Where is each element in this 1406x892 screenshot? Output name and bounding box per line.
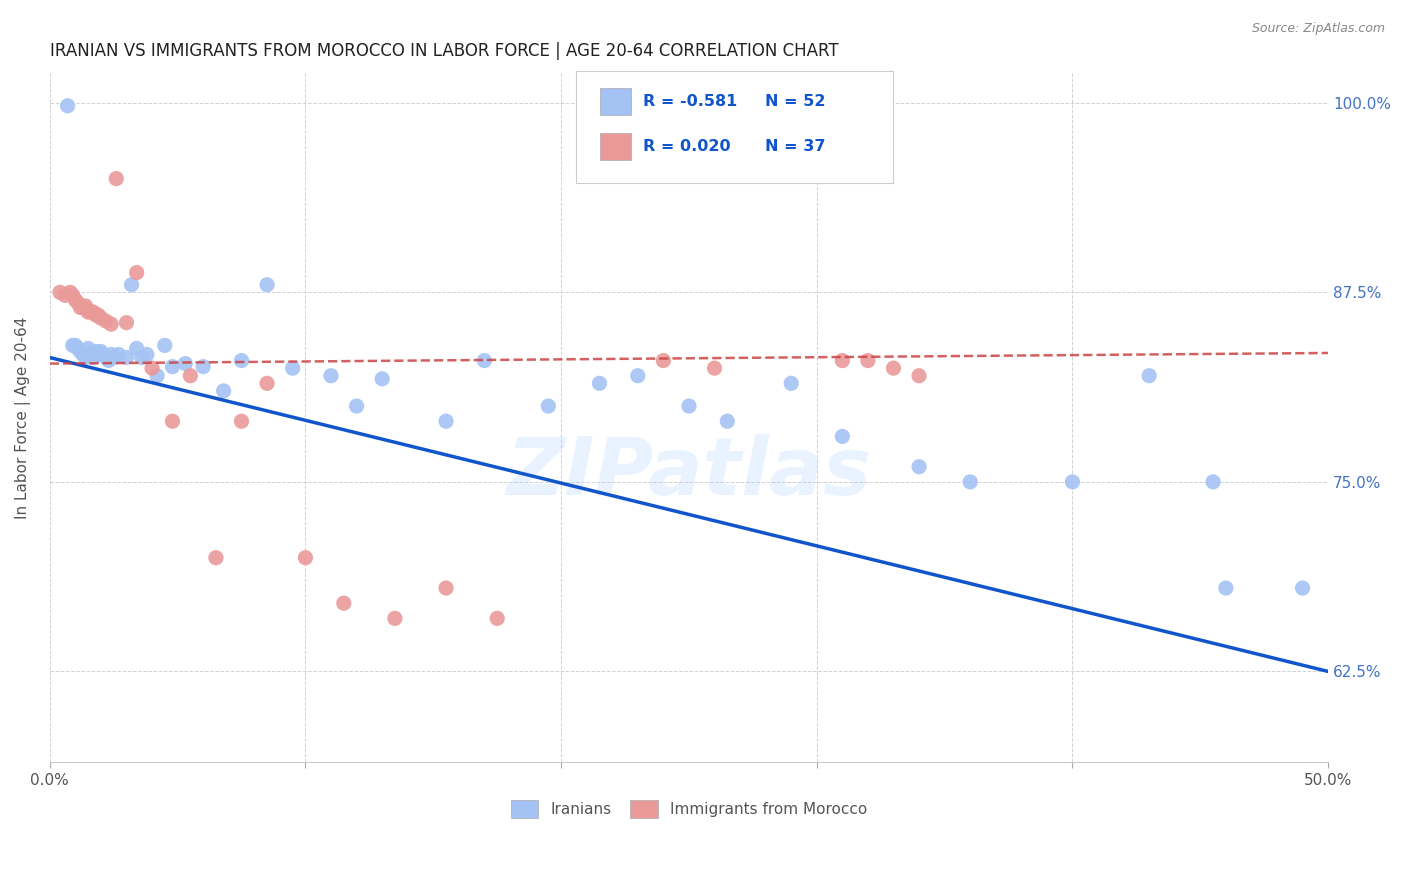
Point xyxy=(75,299,97,313)
Point xyxy=(1291,581,1313,595)
Point xyxy=(82,351,104,365)
Point xyxy=(384,611,406,625)
Point xyxy=(346,399,368,413)
Point xyxy=(319,368,342,383)
Point xyxy=(256,376,278,391)
Point xyxy=(87,308,110,322)
Point xyxy=(72,301,94,315)
Point xyxy=(831,429,853,443)
Point xyxy=(146,368,169,383)
Point xyxy=(59,285,82,300)
Point xyxy=(77,305,100,319)
Point xyxy=(959,475,981,489)
Point xyxy=(65,338,87,352)
Point xyxy=(908,459,931,474)
Point xyxy=(66,342,89,356)
Point xyxy=(115,316,138,330)
Point xyxy=(474,353,496,368)
Text: N = 37: N = 37 xyxy=(765,139,825,154)
Point xyxy=(162,359,184,374)
Point xyxy=(212,384,235,398)
Point xyxy=(53,288,76,302)
Point xyxy=(103,351,125,365)
Point xyxy=(141,361,163,376)
Point xyxy=(115,351,138,365)
Point xyxy=(94,314,117,328)
Point xyxy=(256,277,278,292)
Point xyxy=(678,399,700,413)
Point xyxy=(882,361,904,376)
Point xyxy=(90,344,112,359)
Text: R = 0.020: R = 0.020 xyxy=(643,139,730,154)
Point xyxy=(231,353,253,368)
Point xyxy=(94,351,117,365)
Point xyxy=(131,351,153,365)
Point xyxy=(79,305,101,319)
Y-axis label: In Labor Force | Age 20-64: In Labor Force | Age 20-64 xyxy=(15,317,31,518)
Point xyxy=(162,414,184,428)
Point xyxy=(100,317,122,331)
Point xyxy=(780,376,803,391)
Point xyxy=(49,285,72,300)
Point xyxy=(179,368,201,383)
Point xyxy=(82,305,104,319)
Point xyxy=(125,342,148,356)
Point xyxy=(537,399,560,413)
Point xyxy=(100,347,122,361)
Point xyxy=(1137,368,1160,383)
Point xyxy=(716,414,738,428)
Point xyxy=(627,368,650,383)
Point xyxy=(831,353,853,368)
Point xyxy=(908,368,931,383)
Point xyxy=(77,342,100,356)
Text: N = 52: N = 52 xyxy=(765,94,825,109)
Point xyxy=(434,414,457,428)
Point xyxy=(1202,475,1225,489)
Point xyxy=(294,550,316,565)
Point xyxy=(87,347,110,361)
Point xyxy=(486,611,509,625)
Point xyxy=(62,288,84,302)
Point xyxy=(75,351,97,365)
Point xyxy=(205,550,228,565)
Point xyxy=(333,596,356,610)
Point xyxy=(69,301,91,315)
Point xyxy=(84,344,107,359)
Point xyxy=(1215,581,1237,595)
Point xyxy=(105,171,128,186)
Point xyxy=(65,293,87,307)
Legend: Iranians, Immigrants from Morocco: Iranians, Immigrants from Morocco xyxy=(505,794,873,824)
Point xyxy=(56,99,79,113)
Point xyxy=(434,581,457,595)
Point xyxy=(84,308,107,322)
Point xyxy=(72,347,94,361)
Point xyxy=(121,277,143,292)
Text: R = -0.581: R = -0.581 xyxy=(643,94,737,109)
Point xyxy=(125,266,148,280)
Text: ZIPatlas: ZIPatlas xyxy=(506,434,872,512)
Point xyxy=(191,359,214,374)
Point xyxy=(588,376,610,391)
Point xyxy=(1062,475,1084,489)
Point xyxy=(856,353,879,368)
Point xyxy=(371,372,394,386)
Point xyxy=(281,361,304,376)
Point xyxy=(703,361,725,376)
Point xyxy=(652,353,675,368)
Point xyxy=(93,347,115,361)
Point xyxy=(231,414,253,428)
Point xyxy=(66,296,89,310)
Point xyxy=(153,338,176,352)
Text: Source: ZipAtlas.com: Source: ZipAtlas.com xyxy=(1251,22,1385,36)
Point xyxy=(79,346,101,360)
Point xyxy=(97,353,120,368)
Point xyxy=(62,338,84,352)
Text: IRANIAN VS IMMIGRANTS FROM MOROCCO IN LABOR FORCE | AGE 20-64 CORRELATION CHART: IRANIAN VS IMMIGRANTS FROM MOROCCO IN LA… xyxy=(49,42,838,60)
Point xyxy=(135,347,157,361)
Point xyxy=(174,357,197,371)
Point xyxy=(107,347,129,361)
Point xyxy=(69,344,91,359)
Point xyxy=(90,311,112,326)
